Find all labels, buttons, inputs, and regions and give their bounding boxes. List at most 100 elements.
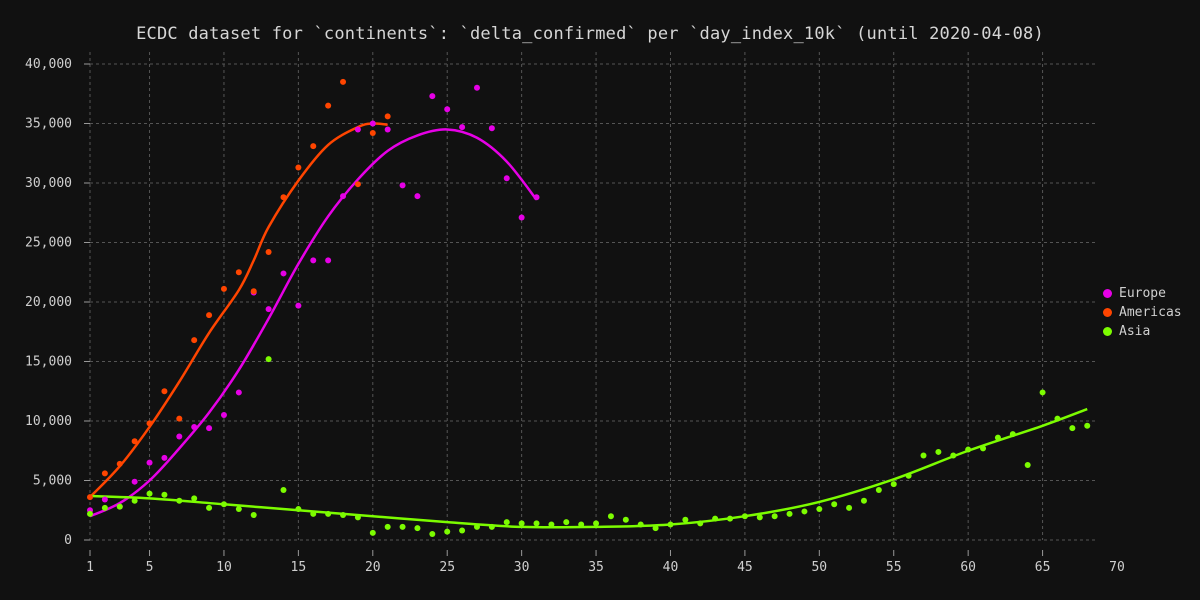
data-point-asia[interactable]: [697, 520, 704, 527]
data-point-europe[interactable]: [176, 433, 183, 440]
data-point-asia[interactable]: [191, 495, 198, 502]
data-point-europe[interactable]: [340, 193, 347, 200]
legend-item-asia[interactable]: Asia: [1103, 322, 1182, 341]
data-point-europe[interactable]: [384, 126, 391, 133]
data-point-asia[interactable]: [414, 525, 421, 532]
data-point-asia[interactable]: [340, 512, 347, 519]
data-point-asia[interactable]: [1009, 431, 1016, 438]
data-point-americas[interactable]: [220, 285, 227, 292]
data-point-europe[interactable]: [131, 478, 138, 485]
data-point-americas[interactable]: [384, 113, 391, 120]
data-point-asia[interactable]: [1054, 415, 1061, 422]
data-point-asia[interactable]: [920, 452, 927, 459]
data-point-asia[interactable]: [593, 520, 600, 527]
data-point-asia[interactable]: [637, 521, 644, 528]
data-point-europe[interactable]: [459, 124, 466, 131]
data-point-americas[interactable]: [87, 494, 93, 501]
data-point-asia[interactable]: [890, 481, 897, 488]
data-point-asia[interactable]: [116, 503, 123, 510]
data-point-asia[interactable]: [399, 523, 406, 530]
data-point-asia[interactable]: [950, 452, 957, 459]
data-point-americas[interactable]: [369, 130, 376, 137]
data-point-asia[interactable]: [980, 445, 987, 452]
data-point-europe[interactable]: [191, 423, 198, 430]
data-point-europe[interactable]: [429, 93, 436, 100]
data-point-americas[interactable]: [206, 312, 213, 319]
data-point-asia[interactable]: [652, 525, 659, 532]
data-point-americas[interactable]: [265, 249, 272, 256]
data-point-asia[interactable]: [87, 510, 93, 517]
data-point-asia[interactable]: [994, 434, 1001, 441]
data-point-europe[interactable]: [533, 194, 540, 201]
data-point-asia[interactable]: [176, 497, 183, 504]
data-point-asia[interactable]: [965, 446, 972, 453]
data-point-asia[interactable]: [578, 521, 585, 528]
data-point-asia[interactable]: [1069, 425, 1076, 432]
data-point-americas[interactable]: [354, 181, 361, 188]
data-point-americas[interactable]: [250, 288, 257, 295]
data-point-europe[interactable]: [325, 257, 332, 264]
data-point-europe[interactable]: [399, 182, 406, 189]
data-point-asia[interactable]: [622, 516, 629, 523]
data-point-asia[interactable]: [250, 512, 257, 519]
data-point-asia[interactable]: [161, 491, 168, 498]
data-point-asia[interactable]: [607, 513, 614, 520]
data-point-americas[interactable]: [146, 420, 153, 427]
data-point-asia[interactable]: [220, 501, 227, 508]
data-point-europe[interactable]: [265, 306, 272, 313]
data-point-asia[interactable]: [295, 506, 302, 513]
data-point-asia[interactable]: [801, 508, 808, 515]
data-point-europe[interactable]: [280, 270, 287, 277]
data-point-americas[interactable]: [161, 388, 168, 395]
data-point-asia[interactable]: [533, 520, 540, 527]
data-point-europe[interactable]: [235, 389, 242, 396]
data-point-europe[interactable]: [161, 454, 168, 461]
data-point-americas[interactable]: [295, 164, 302, 171]
data-point-asia[interactable]: [771, 513, 778, 520]
data-point-americas[interactable]: [116, 460, 123, 467]
data-point-asia[interactable]: [369, 529, 376, 536]
data-point-asia[interactable]: [101, 504, 108, 511]
data-point-asia[interactable]: [741, 513, 748, 520]
data-point-asia[interactable]: [727, 515, 734, 522]
data-point-asia[interactable]: [354, 514, 361, 521]
data-point-asia[interactable]: [1039, 389, 1046, 396]
data-point-asia[interactable]: [146, 490, 153, 497]
data-point-asia[interactable]: [1084, 422, 1091, 429]
data-point-asia[interactable]: [310, 510, 317, 517]
data-point-asia[interactable]: [459, 527, 466, 534]
data-point-americas[interactable]: [280, 194, 287, 201]
data-point-asia[interactable]: [846, 504, 853, 511]
data-point-europe[interactable]: [206, 425, 213, 432]
data-point-asia[interactable]: [384, 523, 391, 530]
data-point-europe[interactable]: [473, 84, 480, 91]
data-point-asia[interactable]: [786, 510, 793, 517]
data-point-asia[interactable]: [235, 506, 242, 513]
data-point-asia[interactable]: [816, 506, 823, 513]
data-point-americas[interactable]: [235, 269, 242, 276]
data-point-asia[interactable]: [935, 448, 942, 455]
data-point-asia[interactable]: [473, 523, 480, 530]
data-point-asia[interactable]: [682, 516, 689, 523]
data-point-europe[interactable]: [444, 106, 451, 113]
data-point-americas[interactable]: [191, 337, 198, 344]
data-point-asia[interactable]: [712, 515, 719, 522]
data-point-asia[interactable]: [325, 510, 332, 517]
data-point-europe[interactable]: [101, 496, 108, 503]
data-point-americas[interactable]: [131, 438, 138, 445]
data-point-asia[interactable]: [265, 356, 272, 363]
data-point-europe[interactable]: [220, 412, 227, 419]
data-point-americas[interactable]: [176, 415, 183, 422]
legend-item-europe[interactable]: Europe: [1103, 284, 1182, 303]
data-point-asia[interactable]: [756, 514, 763, 521]
data-point-asia[interactable]: [548, 521, 555, 528]
data-point-europe[interactable]: [503, 175, 510, 182]
data-point-europe[interactable]: [295, 302, 302, 309]
data-point-asia[interactable]: [563, 519, 570, 526]
data-point-europe[interactable]: [414, 193, 421, 200]
legend-item-americas[interactable]: Americas: [1103, 303, 1182, 322]
data-point-asia[interactable]: [488, 523, 495, 530]
data-point-asia[interactable]: [831, 501, 838, 508]
data-point-asia[interactable]: [667, 521, 674, 528]
data-point-asia[interactable]: [429, 531, 436, 538]
